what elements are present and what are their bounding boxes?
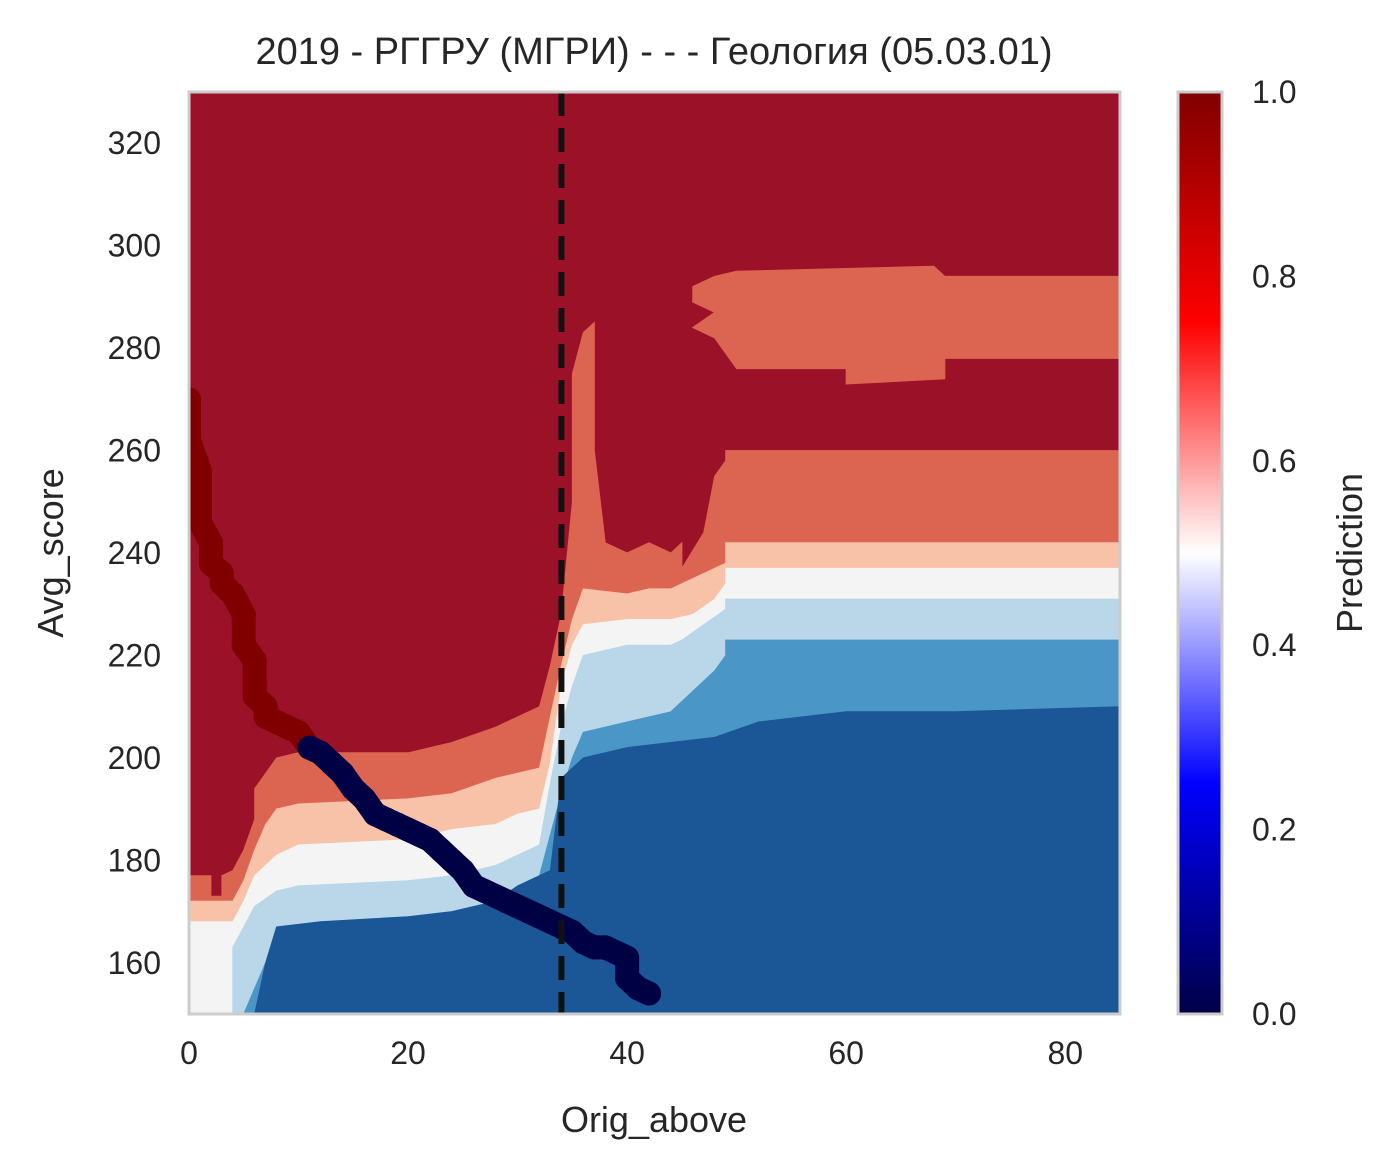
path-point: [189, 510, 212, 535]
y-tick-label: 200: [108, 740, 161, 776]
score-path: [189, 387, 662, 1006]
path-point: [231, 602, 256, 627]
colorbar-tick-label: 1.0: [1252, 74, 1296, 110]
path-point: [189, 387, 201, 412]
x-tick-label: 60: [828, 1035, 864, 1071]
path-point: [637, 981, 662, 1006]
path-point: [242, 648, 267, 673]
y-tick-label: 220: [108, 637, 161, 673]
x-tick-label: 80: [1047, 1035, 1083, 1071]
colorbar-tick-label: 0.6: [1252, 443, 1296, 479]
y-axis-ticks: 160 180 200 220 240 260 280 300 320: [108, 125, 161, 981]
y-tick-label: 300: [108, 228, 161, 264]
x-axis-label: Orig_above: [561, 1099, 747, 1140]
plot-area: [189, 92, 1120, 1014]
x-axis-ticks: 0 20 40 60 80: [180, 1035, 1083, 1071]
colorbar-tick-label: 0.4: [1252, 627, 1296, 663]
x-tick-label: 20: [390, 1035, 426, 1071]
contour-region-7: [254, 706, 1120, 1014]
path-point: [189, 428, 201, 453]
colorbar-tick-label: 0.8: [1252, 258, 1296, 294]
path-point: [189, 459, 212, 484]
x-tick-label: 40: [609, 1035, 645, 1071]
colorbar-tick-label: 0.0: [1252, 996, 1296, 1032]
path-point: [615, 945, 640, 970]
y-tick-label: 240: [108, 535, 161, 571]
path-point: [220, 581, 245, 606]
y-tick-label: 160: [108, 945, 161, 981]
colorbar: [1176, 90, 1224, 1016]
colorbar-ticks: 0.0 0.2 0.4 0.6 0.8 1.0: [1252, 74, 1296, 1032]
colorbar-label: Prediction: [1329, 473, 1370, 633]
plot-frame: [187, 90, 1122, 1016]
y-tick-label: 280: [108, 330, 161, 366]
contour-regions: [189, 92, 1120, 1014]
contour-region-2: [691, 265, 1120, 385]
chart-title: 2019 - РГГРУ (МГРИ) - - - Геология (05.0…: [255, 31, 1052, 73]
y-tick-label: 180: [108, 842, 161, 878]
x-tick-label: 0: [180, 1035, 198, 1071]
path-point: [189, 489, 212, 514]
colorbar-tick-label: 0.2: [1252, 812, 1296, 848]
y-axis-label: Avg_score: [30, 468, 71, 637]
y-tick-label: 260: [108, 433, 161, 469]
y-tick-label: 320: [108, 125, 161, 161]
